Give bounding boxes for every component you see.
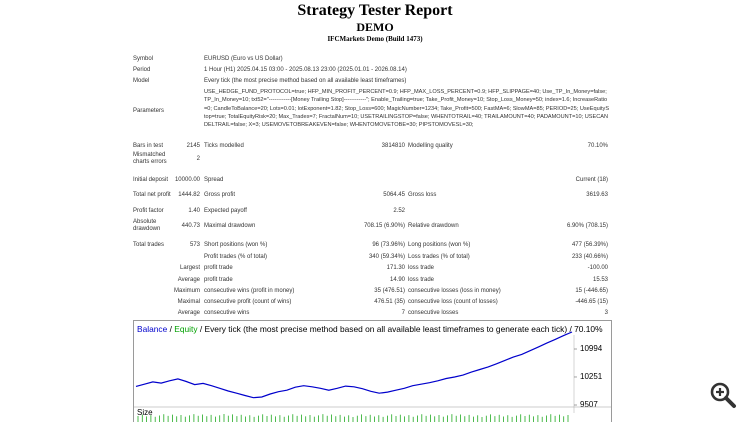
info-value: Every tick (the most precise method base…	[204, 77, 407, 84]
stat-label: consecutive losses	[408, 309, 459, 316]
y-tick-label: 10251	[580, 372, 603, 381]
stat-label: Maximum	[173, 287, 200, 294]
report-subtitle: DEMO	[356, 20, 394, 34]
stat-label: profit trade	[204, 264, 233, 271]
stat-label: Short positions (won %)	[204, 241, 268, 248]
stat-label: Long positions (won %)	[408, 241, 471, 248]
stat-value: 15 (-446.65)	[575, 287, 608, 294]
stat-label: Absolute drawdown	[133, 219, 161, 232]
stat-value: 3814810	[381, 142, 405, 149]
chart-header: Balance / Equity / Every tick (the most …	[137, 324, 607, 334]
stat-value: 3	[604, 309, 608, 316]
zoom-handle	[724, 396, 736, 408]
stat-label: Gross profit	[204, 191, 236, 198]
stat-label: consecutive wins (profit in money)	[204, 287, 295, 294]
stat-value: 15.53	[592, 276, 608, 283]
stat-value: 476.51 (35)	[374, 298, 405, 305]
stat-label: Relative drawdown	[408, 222, 459, 229]
stat-label: Profit factor	[133, 207, 164, 214]
legend-balance: Balance	[137, 324, 168, 334]
stat-label: Modelling quality	[408, 142, 453, 149]
stat-value: Current (18)	[575, 176, 608, 183]
stat-value: 708.15 (6.90%)	[363, 222, 405, 229]
stat-value: 3619.63	[586, 191, 608, 198]
stat-label: Loss trades (% of total)	[408, 253, 470, 260]
stat-label: loss trade	[408, 276, 435, 283]
separator: /	[199, 324, 203, 334]
stat-value: 1.40	[188, 207, 200, 214]
stat-label: Spread	[204, 176, 224, 183]
info-label: Parameters	[133, 107, 165, 114]
stat-value: 233 (40.66%)	[571, 253, 608, 260]
report-title: Strategy Tester Report	[297, 2, 453, 19]
stat-label: Profit trades (% of total)	[204, 253, 268, 260]
info-label: Symbol	[133, 55, 154, 62]
stat-label: Largest	[179, 264, 200, 271]
stat-value: 2.52	[393, 207, 405, 214]
stat-label: Total net profit	[133, 191, 171, 198]
stat-value: 5064.45	[383, 191, 405, 198]
stat-value: 35 (476.51)	[374, 287, 405, 294]
stat-value: 171.30	[386, 264, 405, 271]
chart-quality: 70.10%	[574, 324, 603, 334]
stat-value: 6.90% (708.15)	[566, 222, 608, 229]
parameters-text: USE_HEDGE_FUND_PROTOCOL=true; HFP_MIN_PR…	[204, 89, 610, 129]
stat-value: 14.90	[389, 276, 405, 283]
size-label: Size	[137, 408, 153, 417]
stat-label: profit trade	[204, 276, 233, 283]
chart-plot: 9507 10251 10994 Size	[134, 331, 611, 422]
stat-label: consecutive profit (count of wins)	[204, 298, 292, 305]
chart-description: Every tick (the most precise method base…	[204, 324, 568, 334]
stat-value: 7	[401, 309, 405, 316]
stat-value: 70.10%	[587, 142, 608, 149]
stat-label: Average	[177, 309, 200, 316]
info-value: 1 Hour (H1) 2025.04.15 03:00 - 2025.08.1…	[204, 66, 407, 73]
server-name: IFCMarkets Demo (Build 1473)	[327, 35, 423, 43]
info-label: Model	[133, 77, 150, 84]
stat-label: consecutive wins	[204, 309, 250, 316]
y-tick-label: 9507	[580, 400, 598, 409]
stat-value: 477 (56.39%)	[571, 241, 608, 248]
stat-label: consecutive losses (loss in money)	[408, 287, 501, 294]
stat-value: 10000.00	[174, 176, 200, 183]
stat-label: Ticks modelled	[204, 142, 244, 149]
stat-label: consecutive loss (count of losses)	[408, 298, 498, 305]
balance-chart: 9507 10251 10994 Size Balance / Equity / Ev…	[133, 320, 612, 422]
stat-value: 440.73	[181, 222, 200, 229]
info-value: EURUSD (Euro vs US Dollar)	[204, 55, 283, 62]
stat-label: Average	[177, 276, 200, 283]
stat-label: Gross loss	[408, 191, 437, 198]
stat-value: 96 (73.96%)	[372, 241, 405, 248]
zoom-button[interactable]	[709, 381, 737, 409]
stat-value: 573	[189, 241, 200, 248]
stat-value: -446.65 (15)	[575, 298, 608, 305]
info-label: Period	[133, 66, 151, 73]
stat-value: -100.00	[587, 264, 608, 271]
legend-equity: Equity	[174, 324, 198, 334]
y-tick-label: 10994	[580, 344, 603, 353]
stat-label: Total trades	[133, 241, 165, 248]
stat-label: Expected payoff	[204, 207, 247, 214]
balance-line	[135, 331, 573, 399]
stat-value: 2	[196, 155, 200, 162]
stat-label: Mismatched charts errors	[133, 152, 167, 165]
stat-label: Maximal	[177, 298, 200, 305]
separator: /	[569, 324, 572, 334]
stat-label: loss trade	[408, 264, 435, 271]
stat-label: Bars in test	[133, 142, 164, 149]
stat-value: 2145	[186, 142, 200, 149]
stat-value: 1444.82	[178, 191, 200, 198]
stat-label: Initial deposit	[133, 176, 169, 183]
stat-value: 340 (59.34%)	[368, 253, 405, 260]
stat-label: Maximal drawdown	[204, 222, 256, 229]
separator: /	[169, 324, 172, 334]
